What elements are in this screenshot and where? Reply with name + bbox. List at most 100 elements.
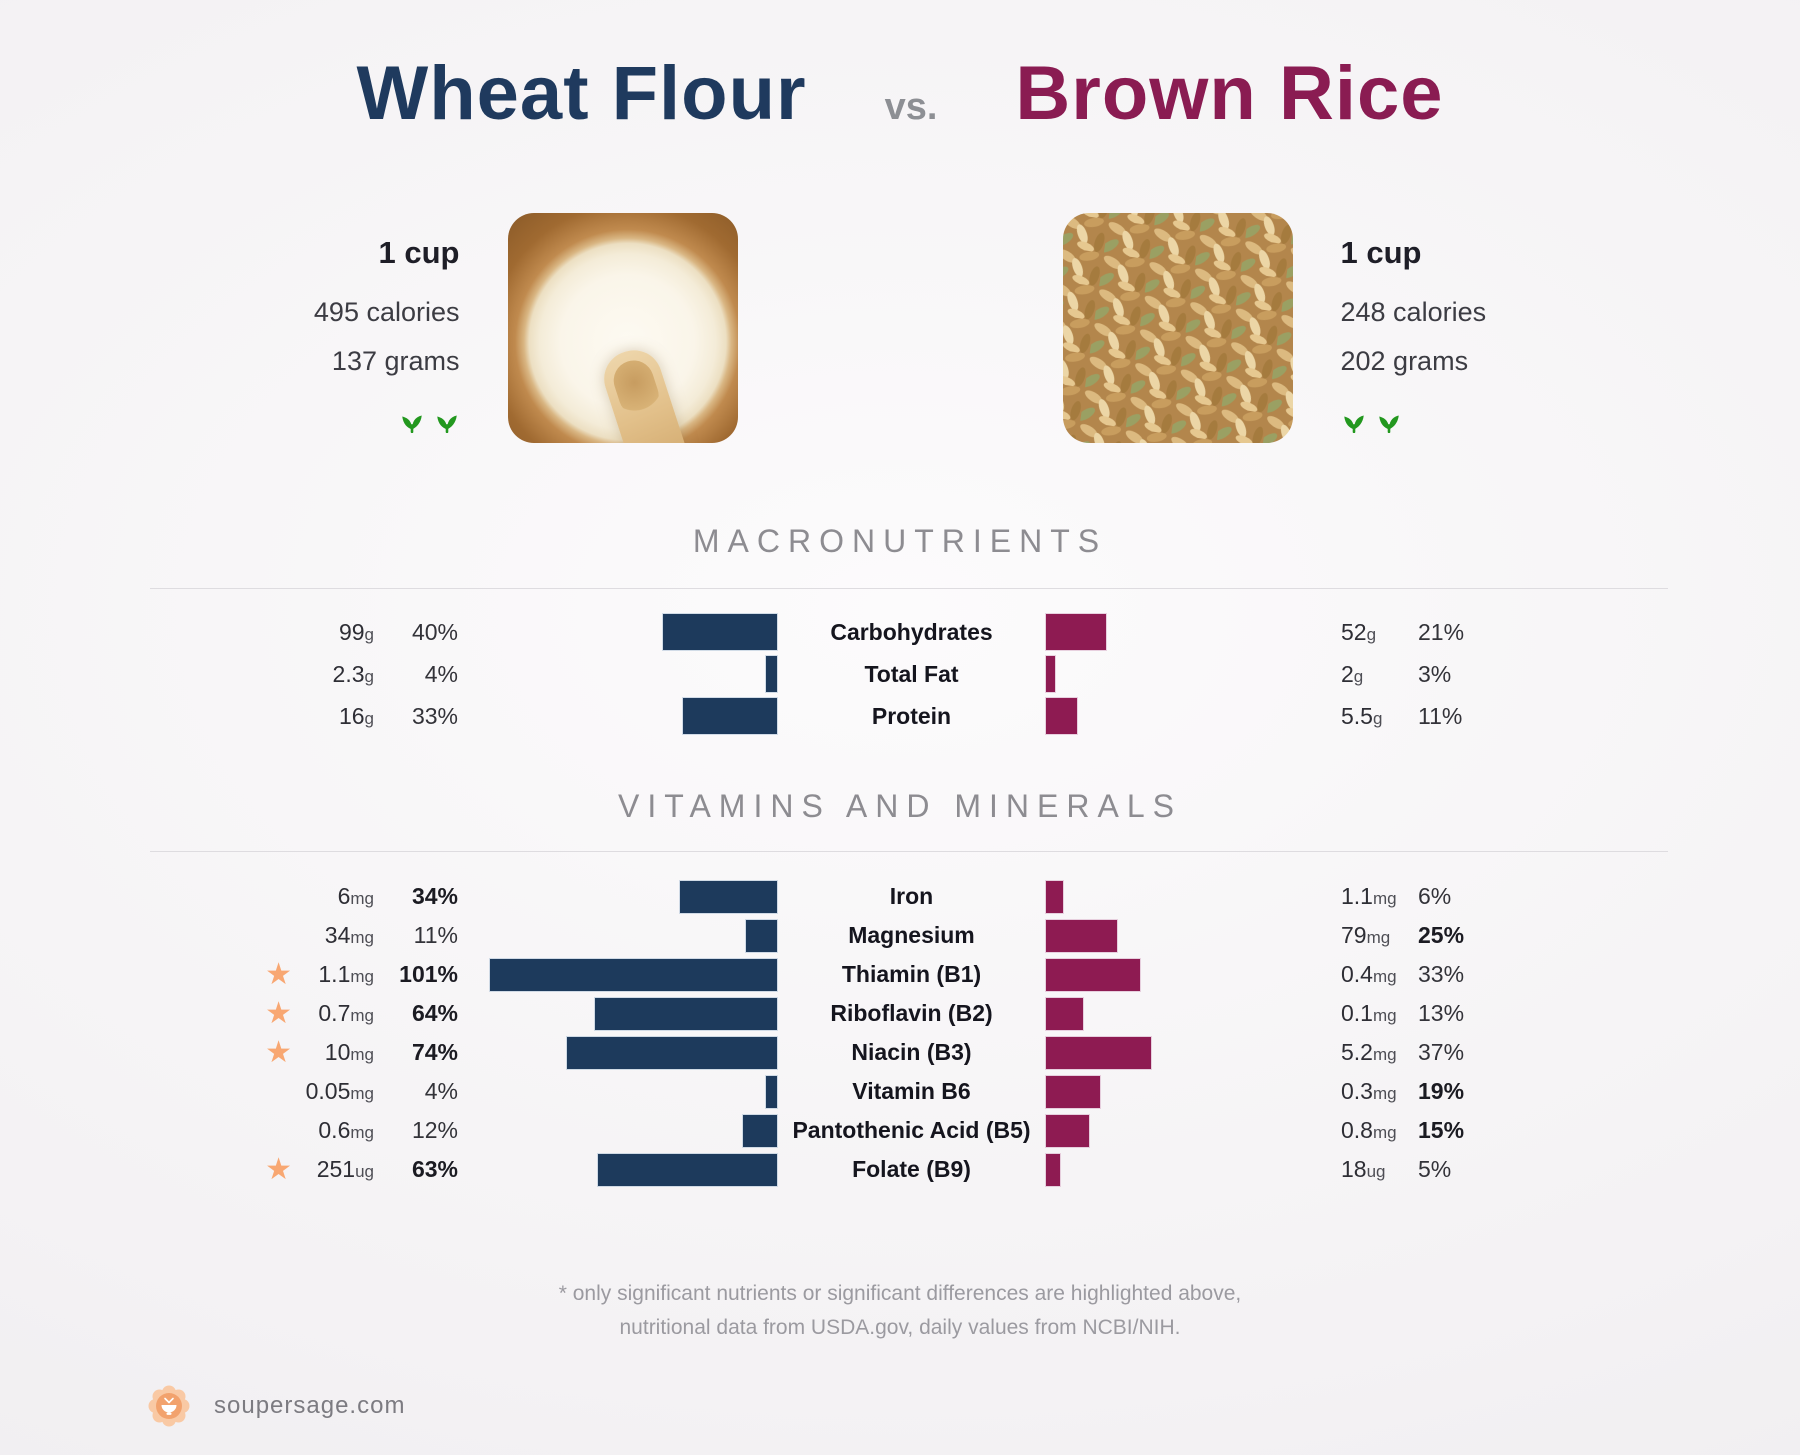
- right-bar-area: [1046, 695, 1332, 737]
- right-bar-area: [1046, 611, 1332, 653]
- right-bar-area: [1046, 877, 1332, 916]
- left-bar-area: [458, 611, 777, 653]
- brown-rice-bar: [1046, 880, 1063, 913]
- nutrient-label: Carbohydrates: [830, 618, 993, 645]
- nutrient-label: Vitamin B6: [852, 1078, 971, 1104]
- brown-rice-bar: [1046, 1075, 1100, 1108]
- star-icon: ★: [265, 1035, 292, 1069]
- left-bar-area: [458, 695, 777, 737]
- brand-name: soupersage.com: [214, 1392, 406, 1419]
- nutrient-row: 99g 40% Carbohydrates 52g 21%: [238, 611, 1800, 653]
- left-bar-area: [458, 653, 777, 695]
- brown-rice-bar: [1046, 1036, 1152, 1069]
- soup-bowl-flower-logo-icon: [148, 1385, 190, 1427]
- left-amount: 0.05mg: [305, 1078, 374, 1104]
- wheat-flour-bar: [765, 1075, 777, 1108]
- nutrient-row: ★ 1.1mg 101% Thiamin (B1) 0.4mg 33%: [238, 955, 1800, 994]
- left-percent-daily-value: 101%: [399, 961, 458, 987]
- nutrient-label: Pantothenic Acid (B5): [792, 1117, 1031, 1143]
- right-bar-area: [1046, 1150, 1332, 1189]
- right-amount: 5.2mg: [1341, 1039, 1397, 1065]
- nutrient-row: ★ 251ug 63% Folate (B9) 18ug 5%: [238, 1150, 1800, 1189]
- right-amount: 0.8mg: [1341, 1117, 1397, 1143]
- rice-grains-texture: [1062, 213, 1293, 443]
- nutrient-row: ★ 0.7mg 64% Riboflavin (B2) 0.1mg 13%: [238, 994, 1800, 1033]
- right-percent-daily-value: 5%: [1418, 1156, 1452, 1182]
- seedling-icon: [1343, 415, 1364, 433]
- wheat-flour-bar: [566, 1036, 777, 1069]
- wheat-flour-serving-info: 1 cup 495 calories 137 grams: [160, 213, 460, 438]
- right-percent-daily-value: 11%: [1418, 702, 1463, 729]
- wheat-flour-bar: [595, 997, 777, 1030]
- left-amount: 10mg: [324, 1039, 374, 1065]
- weight-value: 137 grams: [331, 346, 460, 376]
- right-percent-daily-value: 6%: [1418, 883, 1452, 909]
- wheat-flour-bar: [765, 656, 777, 692]
- nutrient-label: Magnesium: [848, 922, 975, 948]
- divider: [150, 851, 1668, 852]
- left-amount: 99g: [338, 618, 374, 645]
- brown-rice-bar: [1046, 656, 1055, 692]
- left-amount: 6mg: [337, 883, 374, 909]
- left-amount: 16g: [338, 702, 374, 729]
- left-bar-area: [458, 1150, 777, 1189]
- wheat-flour-bar: [683, 698, 777, 734]
- calories-value: 495 calories: [313, 297, 460, 327]
- vitamin-mineral-rows: 6mg 34% Iron 1.1mg 6% 34mg 11% Magnesium 79mg 25%…: [0, 877, 1800, 1189]
- right-bar-area: [1046, 653, 1332, 695]
- serving-size: 1 cup: [378, 235, 460, 270]
- right-amount: 0.3mg: [1341, 1078, 1397, 1104]
- page-title-left: Wheat Flour: [356, 51, 807, 136]
- left-percent-daily-value: 74%: [411, 1039, 458, 1065]
- right-percent-daily-value: 13%: [1418, 1000, 1465, 1026]
- wooden-scoop: [596, 342, 689, 443]
- wheat-flour-bar: [598, 1153, 777, 1186]
- serving-size: 1 cup: [1340, 235, 1422, 270]
- brown-rice-bar: [1046, 614, 1106, 650]
- right-percent-daily-value: 3%: [1418, 660, 1452, 687]
- wheat-flour-bar: [680, 880, 777, 913]
- right-percent-daily-value: 15%: [1418, 1117, 1465, 1143]
- wheat-flour-photo: [507, 213, 738, 443]
- left-amount: 1.1mg: [318, 961, 374, 987]
- vegan-seedling-icons: [1341, 407, 1402, 433]
- right-amount: 0.4mg: [1341, 961, 1397, 987]
- brown-rice-bar: [1046, 1153, 1061, 1186]
- footnote-line-1: * only significant nutrients or signific…: [558, 1282, 1242, 1305]
- left-percent-daily-value: 64%: [411, 1000, 458, 1026]
- left-percent-daily-value: 63%: [411, 1156, 458, 1182]
- wheat-flour-bar: [663, 614, 777, 650]
- brown-rice-bar: [1046, 698, 1078, 734]
- weight-value: 202 grams: [1340, 346, 1469, 376]
- right-amount: 2g: [1341, 660, 1364, 687]
- serving-comparison: 1 cup 495 calories 137 grams: [0, 213, 1800, 443]
- nutrient-label: Niacin (B3): [851, 1039, 972, 1065]
- seedling-icon: [401, 415, 422, 433]
- brand: soupersage.com: [148, 1385, 1800, 1427]
- wheat-flour-bar: [742, 1114, 777, 1147]
- vs-label: vs.: [884, 86, 938, 128]
- calories-value: 248 calories: [1340, 297, 1487, 327]
- left-amount: 0.7mg: [318, 1000, 374, 1026]
- page-title: Wheat Flour vs. Brown Rice: [0, 0, 1800, 149]
- page-title-right: Brown Rice: [1015, 51, 1444, 136]
- nutrient-row: 2.3g 4% Total Fat 2g 3%: [238, 653, 1800, 695]
- right-percent-daily-value: 33%: [1418, 961, 1465, 987]
- right-amount: 79mg: [1341, 922, 1391, 948]
- divider: [150, 588, 1668, 589]
- star-icon: ★: [265, 1152, 292, 1186]
- left-bar-area: [458, 877, 777, 916]
- right-bar-area: [1046, 994, 1332, 1033]
- right-percent-daily-value: 21%: [1418, 618, 1465, 645]
- right-amount: 0.1mg: [1341, 1000, 1397, 1026]
- brown-rice-bar: [1046, 958, 1140, 991]
- left-percent-daily-value: 4%: [424, 660, 458, 687]
- right-bar-area: [1046, 1072, 1332, 1111]
- right-bar-area: [1046, 955, 1332, 994]
- left-amount: 0.6mg: [318, 1117, 374, 1143]
- left-bar-area: [458, 916, 777, 955]
- nutrient-label: Riboflavin (B2): [830, 1000, 993, 1026]
- left-amount: 251ug: [316, 1156, 374, 1182]
- footnote: * only significant nutrients or signific…: [0, 1277, 1800, 1345]
- macronutrient-rows: 99g 40% Carbohydrates 52g 21% 2.3g 4% Total Fat…: [0, 611, 1800, 737]
